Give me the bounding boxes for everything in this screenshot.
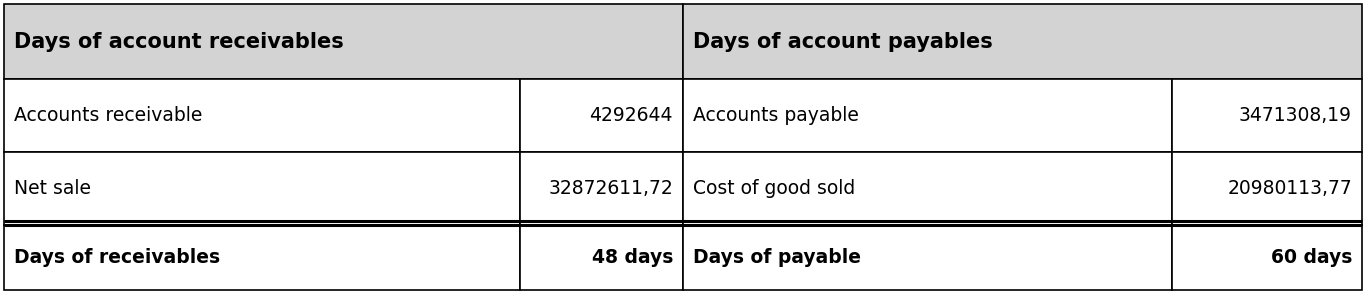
Text: Accounts payable: Accounts payable [693,106,859,125]
Text: Days of payable: Days of payable [693,248,861,267]
Bar [683,225,1172,290]
Text: Net sale: Net sale [14,179,92,198]
Bar [683,79,1172,152]
Text: 60 days: 60 days [1270,248,1352,267]
Text: 48 days: 48 days [591,248,673,267]
Bar [520,225,683,290]
Text: 32872611,72: 32872611,72 [548,179,673,198]
Bar [4,225,520,290]
Text: 3471308,19: 3471308,19 [1239,106,1352,125]
Text: 20980113,77: 20980113,77 [1227,179,1352,198]
Bar [683,4,1362,79]
Bar [683,152,1172,225]
Text: Days of account receivables: Days of account receivables [14,31,344,51]
Text: Cost of good sold: Cost of good sold [693,179,855,198]
Bar [4,79,520,152]
Bar [4,152,520,225]
Text: 4292644: 4292644 [590,106,673,125]
Bar [1172,225,1362,290]
Text: Days of receivables: Days of receivables [14,248,220,267]
Bar [1172,79,1362,152]
Bar [4,4,683,79]
Bar [520,152,683,225]
Text: Days of account payables: Days of account payables [693,31,993,51]
Text: Accounts receivable: Accounts receivable [14,106,202,125]
Bar [520,79,683,152]
Bar [1172,152,1362,225]
